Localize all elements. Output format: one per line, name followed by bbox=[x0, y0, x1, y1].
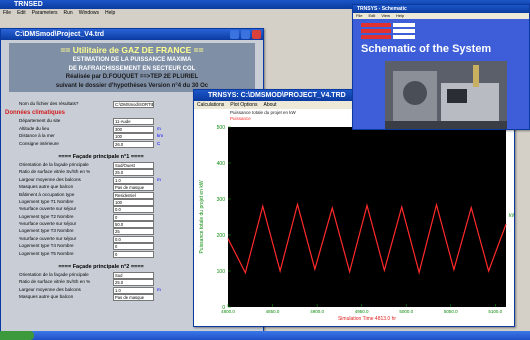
field-label: Orientation de la façade principale bbox=[19, 161, 89, 168]
field-unit: km bbox=[157, 132, 163, 139]
y-axis-label: Puissance totale du projet en kW bbox=[199, 180, 205, 253]
plot-area bbox=[228, 127, 506, 307]
field bbox=[361, 35, 391, 39]
menu-item[interactable]: File bbox=[356, 13, 362, 18]
field-label: Orientation de la façade principale bbox=[19, 271, 89, 278]
form-header: == Utilitaire de GAZ DE FRANCE ==ESTIMAT… bbox=[9, 43, 255, 92]
menu-item[interactable]: Windows bbox=[79, 10, 99, 16]
x-tick-label: 5100.0 bbox=[488, 309, 502, 314]
field-unit: m bbox=[157, 125, 161, 132]
field-input[interactable]: C:\DMSmod\SORTIE bbox=[113, 101, 154, 108]
field-unit: C bbox=[157, 140, 160, 147]
field-label: Logement type T4 Nombre bbox=[19, 242, 74, 249]
menu-item[interactable]: Help bbox=[105, 10, 115, 16]
schematic-window-title[interactable]: TRNSYS - Schematic bbox=[353, 5, 529, 13]
y-tick-label: 200 bbox=[217, 233, 226, 239]
menu-item[interactable]: Edit bbox=[368, 13, 375, 18]
field-input[interactable]: 26.0 bbox=[113, 141, 154, 148]
field-label: Bâtiment à occupation type bbox=[19, 191, 74, 198]
x-tick-label: 5000.0 bbox=[399, 309, 413, 314]
menu-item[interactable]: Help bbox=[396, 13, 404, 18]
x-axis-label: Simulation Time 4813.0 hr bbox=[338, 316, 396, 322]
menu-item[interactable]: Edit bbox=[17, 10, 26, 16]
taskbar bbox=[0, 331, 530, 340]
field-label: %surface ouverte sur séjour bbox=[19, 235, 76, 242]
section-heading: ==== Façade principale n°1 ==== bbox=[1, 153, 201, 161]
minimize-button[interactable] bbox=[230, 30, 239, 39]
field-label: Masques autre que balcon bbox=[19, 293, 73, 300]
field-input[interactable]: 0 bbox=[113, 251, 154, 258]
x-tick-label: 5050.0 bbox=[444, 309, 458, 314]
field-label: Logement type T3 Nombre bbox=[19, 227, 74, 234]
field-input[interactable]: Pas de masque bbox=[113, 294, 154, 301]
y2-axis-label: kW bbox=[509, 213, 514, 219]
schematic-menu: File Edit View Help bbox=[353, 13, 529, 19]
schematic-window: TRNSYS - Schematic File Edit View Help Sche… bbox=[352, 4, 530, 130]
menu-item[interactable]: Calculations bbox=[197, 102, 224, 108]
field bbox=[393, 23, 415, 27]
menu-item[interactable]: Parameters bbox=[32, 10, 58, 16]
y-tick-label: 300 bbox=[217, 197, 226, 203]
field-label: Logement type T2 Nombre bbox=[19, 213, 74, 220]
field-label: Masques autre que balcon bbox=[19, 183, 73, 190]
field-label: Altitude du lieu bbox=[19, 125, 49, 132]
x-tick-label: 4800.0 bbox=[221, 309, 235, 314]
header-line: ESTIMATION DE LA PUISSANCE MAXIMA bbox=[9, 56, 255, 65]
field-label: %surface ouverte sur séjour bbox=[19, 220, 76, 227]
field-label: Ratio de surface vitrée Sv/Sh en % bbox=[19, 278, 90, 285]
menu-item[interactable]: Plot Options bbox=[230, 102, 257, 108]
y-tick-label: 500 bbox=[217, 125, 226, 131]
field-label: Largeur moyenne des balcons bbox=[19, 286, 81, 293]
field-unit: m bbox=[157, 176, 161, 183]
desktop: TRNSED FileEditParametersRunWindowsHelp … bbox=[0, 0, 530, 340]
field-label: Nom du fichier des résultats? bbox=[19, 100, 79, 107]
y-tick-label: 400 bbox=[217, 161, 226, 167]
schematic-image bbox=[385, 61, 507, 129]
field bbox=[393, 35, 415, 39]
x-tick-label: 4850.0 bbox=[266, 309, 280, 314]
field-label: Logement type T5 Nombre bbox=[19, 250, 74, 257]
field-label: Consigne intérieure bbox=[19, 140, 59, 147]
field-label: Logement type T1 Nombre bbox=[19, 198, 74, 205]
schematic-heading: Schematic of the System bbox=[361, 43, 491, 55]
field-label: %surface ouverte sur séjour bbox=[19, 205, 76, 212]
legend-title: Puissance totale du projet en kW bbox=[230, 110, 297, 115]
field-label: Département du site bbox=[19, 117, 60, 124]
field bbox=[393, 29, 415, 33]
header-line: DE RAFRAICHISSEMENT EN SECTEUR COL bbox=[9, 65, 255, 74]
field-label: Distance à la mer bbox=[19, 132, 55, 139]
field-label: Ratio de surface vitrée Sv/Sh en % bbox=[19, 168, 90, 175]
header-line: Réalisée par D.FOUQUET ==>TEP 2E PLURIEL bbox=[9, 73, 255, 82]
menu-item[interactable]: About bbox=[264, 102, 277, 108]
start-button[interactable] bbox=[0, 331, 34, 340]
menu-item[interactable]: Run bbox=[64, 10, 73, 16]
header-line: == Utilitaire de GAZ DE FRANCE == bbox=[9, 45, 255, 56]
x-tick-label: 4900.0 bbox=[310, 309, 324, 314]
section-heading: ==== Façade principale n°2 ==== bbox=[1, 263, 201, 271]
legend-entry: Puissance bbox=[230, 116, 251, 121]
menu-item[interactable]: File bbox=[3, 10, 11, 16]
close-button[interactable] bbox=[252, 30, 261, 39]
maximize-button[interactable] bbox=[241, 30, 250, 39]
field-label: Largeur moyenne des balcons bbox=[19, 176, 81, 183]
menu-item[interactable]: View bbox=[381, 13, 390, 18]
y-tick-label: 100 bbox=[217, 269, 226, 275]
chart: Puissance totale du projet en kWPuissanc… bbox=[194, 109, 514, 325]
x-tick-label: 4950.0 bbox=[355, 309, 369, 314]
form-window-title[interactable]: C:\DMSmod\Project_V4.trd bbox=[1, 29, 263, 40]
field bbox=[361, 23, 391, 27]
field bbox=[361, 29, 391, 33]
field-unit: m bbox=[157, 286, 161, 293]
